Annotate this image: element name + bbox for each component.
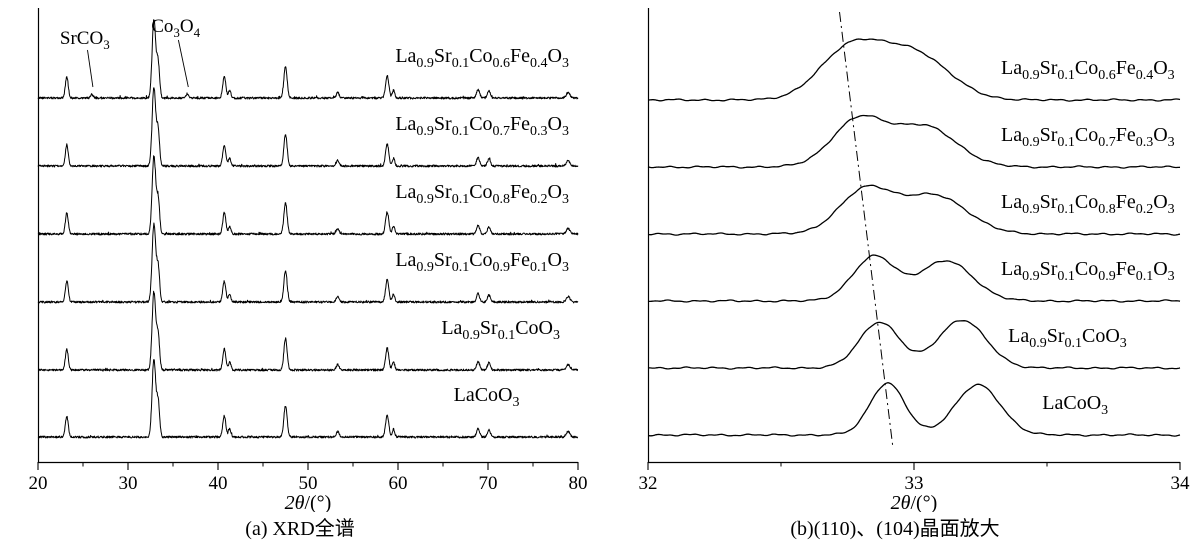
x-tick-label: 30: [119, 473, 138, 494]
annotation-leader-line: [87, 49, 94, 88]
xrd-trace: [37, 290, 579, 372]
xrd-zoom-trace: [648, 38, 1181, 102]
xrd-zoom-trace: [647, 114, 1181, 169]
x-tick-label: 32: [639, 473, 658, 494]
x-tick-label: 20: [29, 473, 48, 494]
xrd-zoom-trace: [647, 382, 1181, 437]
xrd-trace: [37, 19, 579, 100]
panel-xrd-zoom: 32 33 34 2θ/(°) La0.9Sr0.1Co0.6Fe0.4O3 La0.9S…: [600, 0, 1190, 550]
x-tick-label: 34: [1171, 473, 1190, 494]
trace-label: La0.9Sr0.1Co0.6Fe0.4O3: [1001, 57, 1175, 83]
trace-label: La0.9Sr0.1Co0.8Fe0.2O3: [1001, 191, 1175, 217]
xrd-full-chart: 20 30 40 50 60 70 80 2θ/(°) La0.9Sr0.1Co0.6Fe0.4…: [29, 8, 588, 512]
x-axis-label: 2θ/(°): [891, 492, 938, 512]
xrd-trace: [37, 359, 579, 439]
peak-shift-guide-line: [839, 11, 894, 447]
trace-label: La0.9Sr0.1CoO3: [1008, 325, 1127, 351]
xrd-trace: [37, 155, 579, 236]
trace-label: La0.9Sr0.1Co0.9Fe0.1O3: [395, 249, 569, 275]
trace-label: La0.9Sr0.1Co0.9Fe0.1O3: [1001, 258, 1175, 284]
phase-annotation: SrCO3: [60, 28, 110, 52]
trace-label: La0.9Sr0.1Co0.7Fe0.3O3: [1001, 124, 1175, 150]
xrd-zoom-trace: [647, 320, 1181, 370]
panel-xrd-full: 20 30 40 50 60 70 80 2θ/(°) La0.9Sr0.1Co0.6Fe0.4…: [29, 8, 588, 540]
trace-label: LaCoO3: [454, 384, 520, 410]
trace-label: La0.9Sr0.1Co0.8Fe0.2O3: [395, 181, 569, 207]
x-axis-label: 2θ/(°): [285, 492, 332, 512]
trace-label: LaCoO3: [1042, 392, 1108, 418]
panel-a-caption: (a) XRD全谱: [245, 518, 355, 540]
x-tick-label: 33: [905, 473, 924, 494]
panel-b-caption: (b)(110)、(104)晶面放大: [790, 518, 1000, 540]
xrd-zoom-chart: 32 33 34 2θ/(°) La0.9Sr0.1Co0.6Fe0.4O3 La0.9S…: [639, 8, 1190, 512]
annotation-leader-line: [177, 39, 189, 88]
xrd-trace: [37, 222, 579, 304]
x-tick-label: 80: [569, 473, 588, 494]
x-tick-label: 50: [299, 473, 318, 494]
trace-label: La0.9Sr0.1Co0.6Fe0.4O3: [395, 45, 569, 71]
xrd-trace: [37, 87, 579, 168]
trace-label: La0.9Sr0.1CoO3: [441, 317, 560, 343]
phase-annotation: Co3O4: [151, 16, 200, 40]
x-tick-label: 60: [389, 473, 408, 494]
xrd-zoom-trace: [647, 184, 1181, 236]
x-tick-label: 70: [479, 473, 498, 494]
xrd-zoom-trace: [647, 254, 1181, 303]
x-tick-label: 40: [209, 473, 228, 494]
trace-label: La0.9Sr0.1Co0.7Fe0.3O3: [395, 113, 569, 139]
